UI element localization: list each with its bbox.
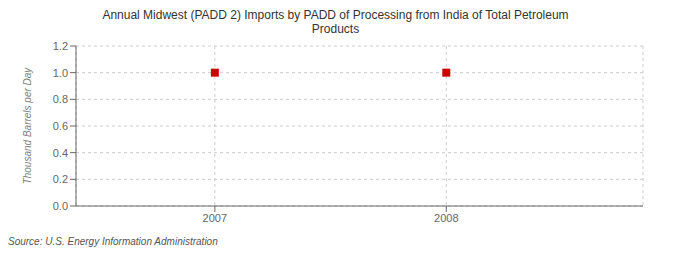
svg-text:2008: 2008 bbox=[434, 212, 458, 224]
svg-text:1.0: 1.0 bbox=[53, 67, 68, 79]
svg-text:0.8: 0.8 bbox=[53, 93, 68, 105]
svg-text:1.2: 1.2 bbox=[53, 40, 68, 52]
svg-text:0.4: 0.4 bbox=[53, 147, 68, 159]
svg-text:Thousand Barrels per Day: Thousand Barrels per Day bbox=[22, 67, 33, 185]
svg-text:2007: 2007 bbox=[203, 212, 227, 224]
html-text:Source: U.S. Energy Informatio: Source: U.S. Energy Information Administ… bbox=[8, 236, 218, 247]
svg-text:0.2: 0.2 bbox=[53, 173, 68, 185]
html-text:Annual Midwest (PADD 2) Import: Annual Midwest (PADD 2) Imports by PADD … bbox=[102, 8, 569, 36]
svg-text:0.6: 0.6 bbox=[53, 120, 68, 132]
svg-text:0.0: 0.0 bbox=[53, 200, 68, 212]
